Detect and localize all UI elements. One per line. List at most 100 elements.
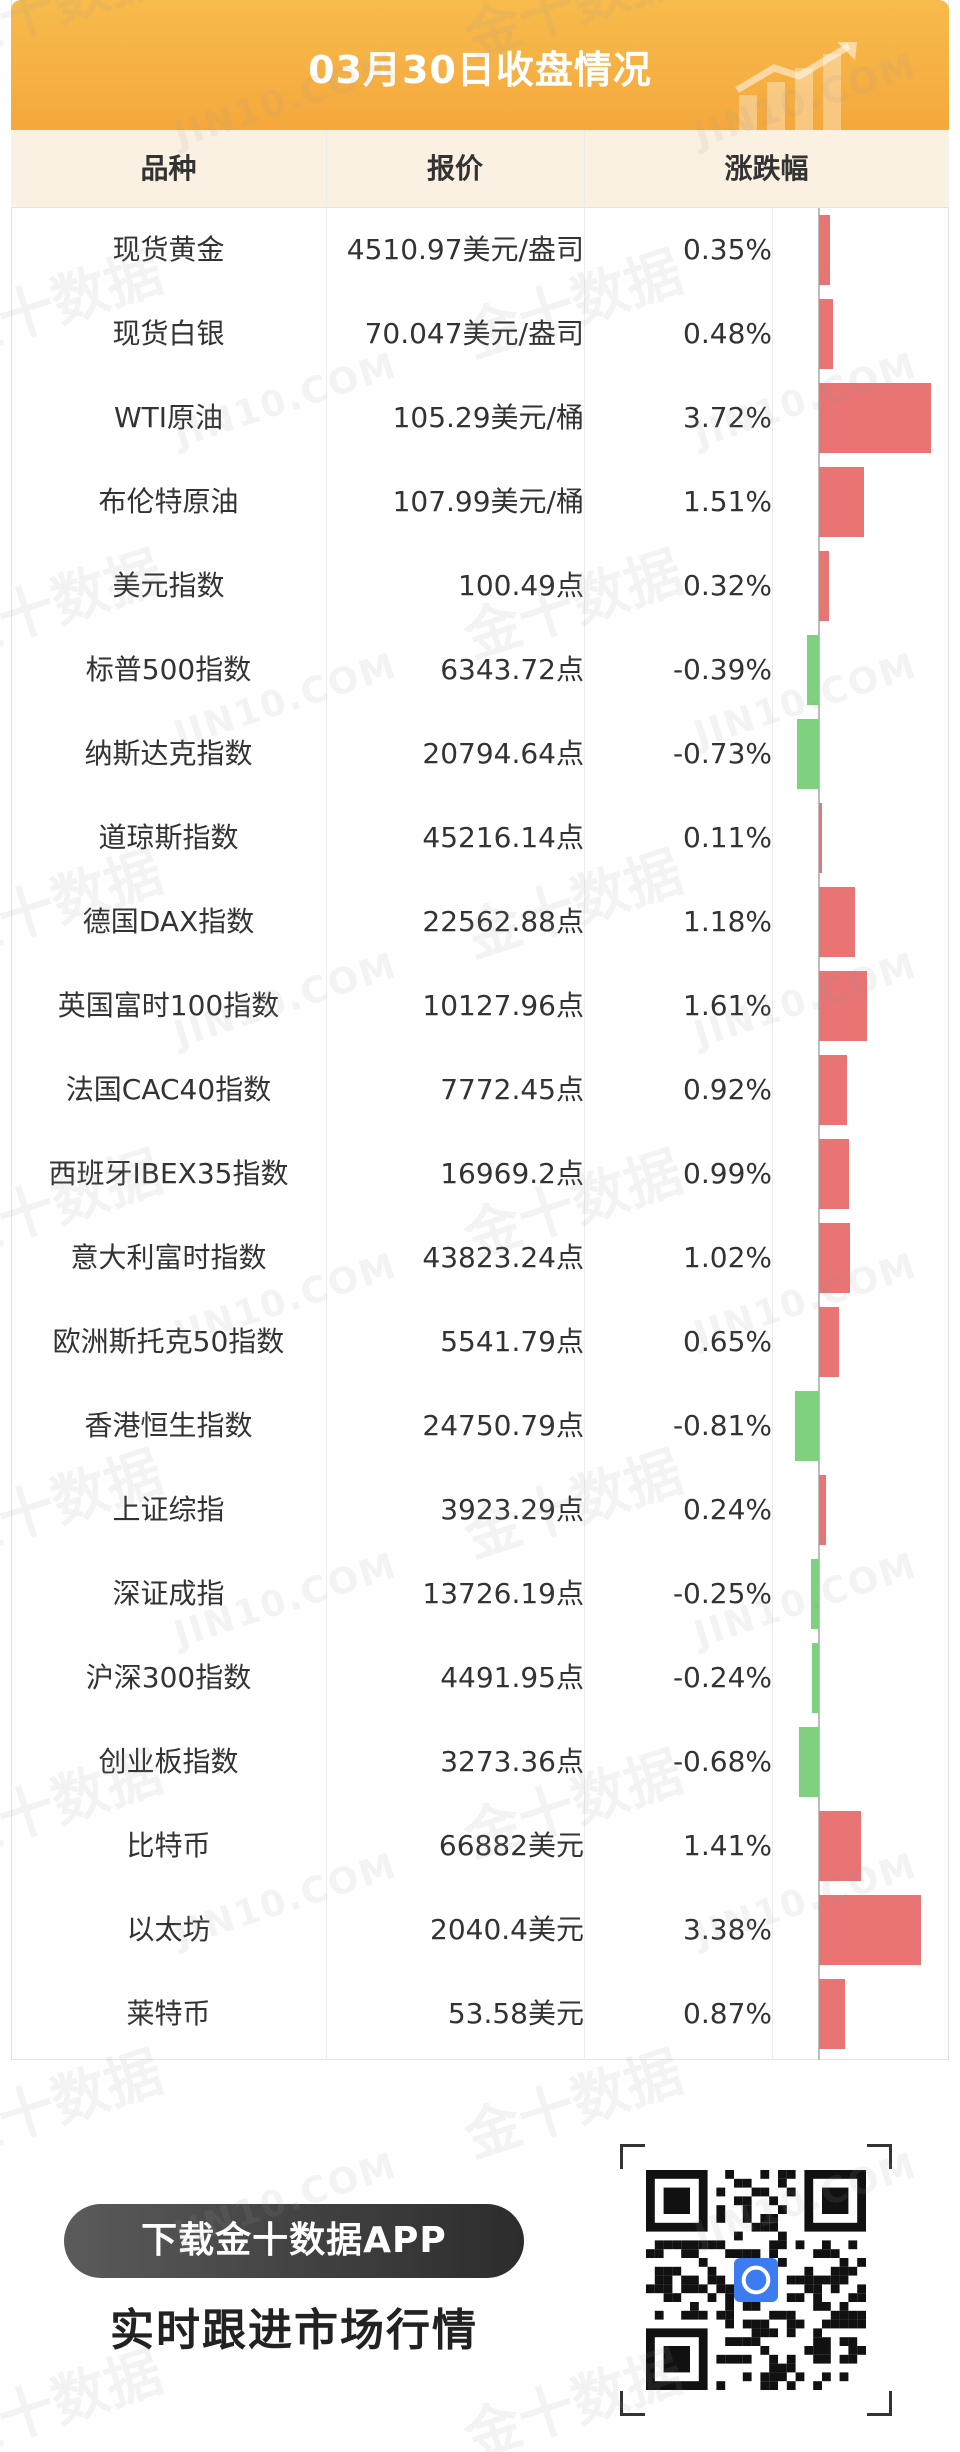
qr-code [620,2144,892,2416]
page-title: 03月30日收盘情况 [308,48,652,92]
price-value: 13726.19点 [422,1577,584,1610]
change-percent: 1.02% [683,1241,772,1274]
change-bar [819,1307,839,1377]
price-value: 3923.29点 [440,1493,584,1526]
change-percent: 1.51% [683,485,772,518]
price-value: 3273.36点 [440,1745,584,1778]
change-percent: 0.87% [683,1997,772,2030]
change-percent: -0.39% [672,653,772,686]
promo-subtitle: 实时跟进市场行情 [110,2305,478,2356]
table-row: 道琼斯指数 45216.14点 0.11% [11,796,949,880]
table-row: 创业板指数 3273.36点 -0.68% [11,1720,949,1804]
table-row: 英国富时100指数 10127.96点 1.61% [11,964,949,1048]
change-bar [819,1055,847,1125]
change-bar [819,215,830,285]
instrument-name: 欧洲斯托克50指数 [52,1325,285,1358]
change-percent: 3.72% [683,401,772,434]
price-value: 5541.79点 [440,1325,584,1358]
instrument-name: WTI原油 [113,401,224,434]
price-value: 100.49点 [458,569,584,602]
watermark-text: JIN10.COM [169,2445,402,2452]
change-percent: 0.65% [683,1325,772,1358]
table-row: 比特币 66882美元 1.41% [11,1804,949,1888]
change-bar [819,1811,862,1881]
zero-axis [818,208,820,2060]
instrument-name: 布伦特原油 [98,485,239,518]
change-percent: 0.32% [683,569,772,602]
price-value: 53.58美元 [447,1997,584,2030]
divider [326,130,327,2060]
instrument-name: 沪深300指数 [85,1661,252,1694]
divider [584,130,585,2060]
instrument-name: 标普500指数 [85,653,252,686]
price-value: 107.99美元/桶 [392,485,584,518]
table-row: 意大利富时指数 43823.24点 1.02% [11,1216,949,1300]
col-change-header: 涨跌幅 [724,152,809,185]
change-bar [819,1895,921,1965]
instrument-name: 现货黄金 [112,233,225,266]
instrument-name: 莱特币 [126,1997,211,2030]
change-percent: 3.38% [683,1913,772,1946]
change-bar [819,887,855,957]
qr-pattern [646,2170,866,2390]
change-percent: 0.24% [683,1493,772,1526]
download-app-button[interactable]: 下载金十数据APP [64,2204,524,2278]
price-value: 4491.95点 [440,1661,584,1694]
price-value: 43823.24点 [422,1241,584,1274]
change-bar [819,1223,850,1293]
change-percent: -0.73% [672,737,772,770]
instrument-name: 美元指数 [112,569,225,602]
table-row: 香港恒生指数 24750.79点 -0.81% [11,1384,949,1468]
chart-growth-icon [735,42,857,130]
table-row: 以太坊 2040.4美元 3.38% [11,1888,949,1972]
price-value: 20794.64点 [422,737,584,770]
change-bar [811,1559,819,1629]
instrument-name: 法国CAC40指数 [65,1073,272,1106]
instrument-name: 上证综指 [112,1493,225,1526]
change-bar [819,1475,827,1545]
change-bar [819,1979,846,2049]
watermark-text: JIN10.COM [689,2445,922,2452]
change-bar [798,1727,819,1797]
instrument-name: 创业板指数 [98,1745,239,1778]
table-row: 美元指数 100.49点 0.32% [11,544,949,628]
col-price-header: 报价 [426,152,483,185]
price-value: 2040.4美元 [430,1913,584,1946]
change-bar [819,1139,849,1209]
col-name-header: 品种 [140,152,197,185]
change-bar [811,1643,819,1713]
price-value: 22562.88点 [422,905,584,938]
change-percent: 0.48% [683,317,772,350]
price-value: 66882美元 [438,1829,584,1862]
change-percent: 0.35% [683,233,772,266]
table-row: 深证成指 13726.19点 -0.25% [11,1552,949,1636]
price-value: 70.047美元/盎司 [364,317,584,350]
instrument-name: 西班牙IBEX35指数 [48,1157,289,1190]
table-row: 莱特币 53.58美元 0.87% [11,1972,949,2056]
table-row: 法国CAC40指数 7772.45点 0.92% [11,1048,949,1132]
table-row: 上证综指 3923.29点 0.24% [11,1468,949,1552]
change-percent: 0.99% [683,1157,772,1190]
instrument-name: 现货白银 [112,317,225,350]
instrument-name: 意大利富时指数 [70,1241,267,1274]
change-percent: -0.81% [672,1409,772,1442]
change-bar [819,551,829,621]
table-row: WTI原油 105.29美元/桶 3.72% [11,376,949,460]
table-row: 欧洲斯托克50指数 5541.79点 0.65% [11,1300,949,1384]
price-value: 10127.96点 [422,989,584,1022]
change-bar [819,467,865,537]
instrument-name: 道琼斯指数 [98,821,239,854]
table-row: 德国DAX指数 22562.88点 1.18% [11,880,949,964]
instrument-name: 纳斯达克指数 [84,737,253,770]
instrument-name: 以太坊 [126,1913,211,1946]
table-row: 标普500指数 6343.72点 -0.39% [11,628,949,712]
instrument-name: 英国富时100指数 [57,989,280,1022]
change-bar [819,299,834,369]
change-percent: -0.68% [672,1745,772,1778]
table-row: 纳斯达克指数 20794.64点 -0.73% [11,712,949,796]
price-value: 16969.2点 [440,1157,584,1190]
change-percent: -0.25% [672,1577,772,1610]
change-percent: 0.92% [683,1073,772,1106]
change-percent: 1.18% [683,905,772,938]
header-banner: 03月30日收盘情况 [11,0,949,130]
